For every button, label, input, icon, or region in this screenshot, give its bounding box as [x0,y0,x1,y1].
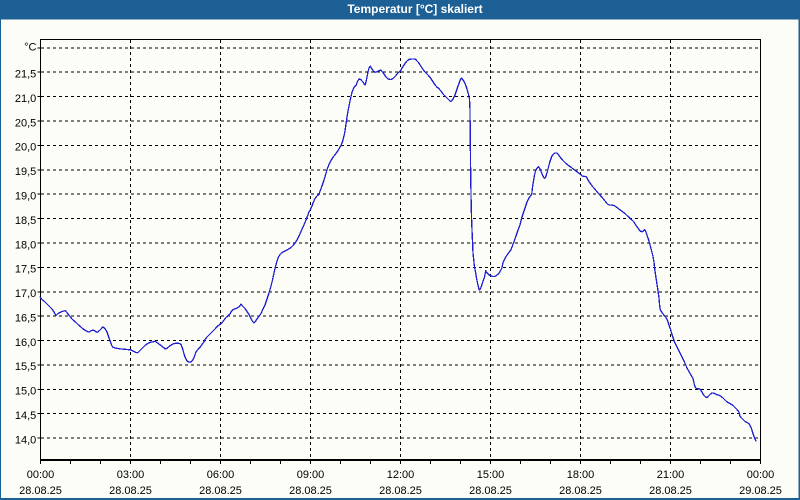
svg-text:20,5: 20,5 [15,117,36,129]
svg-text:29.08.25: 29.08.25 [739,485,782,497]
svg-text:28.08.25: 28.08.25 [469,485,512,497]
svg-text:21,5: 21,5 [15,69,36,81]
svg-text:18,5: 18,5 [15,215,36,227]
svg-text:18,0: 18,0 [15,239,36,251]
svg-text:09:00: 09:00 [297,469,325,481]
svg-text:15,5: 15,5 [15,361,36,373]
svg-text:28.08.25: 28.08.25 [19,485,62,497]
svg-text:19,5: 19,5 [15,166,36,178]
svg-text:18:00: 18:00 [567,469,595,481]
svg-text:17,5: 17,5 [15,264,36,276]
svg-text:16,5: 16,5 [15,312,36,324]
svg-text:15,0: 15,0 [15,386,36,398]
svg-text:28.08.25: 28.08.25 [379,485,422,497]
svg-text:14,5: 14,5 [15,410,36,422]
svg-text:17,0: 17,0 [15,288,36,300]
svg-text:21,0: 21,0 [15,93,36,105]
svg-text:14,0: 14,0 [15,434,36,446]
svg-text:28.08.25: 28.08.25 [649,485,692,497]
svg-text:15:00: 15:00 [477,469,505,481]
svg-text:Temperatur [°C] skaliert: Temperatur [°C] skaliert [347,2,482,16]
svg-text:03:00: 03:00 [117,469,145,481]
svg-text:00:00: 00:00 [27,469,55,481]
svg-text:28.08.25: 28.08.25 [199,485,242,497]
svg-text:21:00: 21:00 [657,469,685,481]
svg-text:°C: °C [24,42,36,54]
svg-text:16,0: 16,0 [15,337,36,349]
svg-text:19,0: 19,0 [15,191,36,203]
svg-text:20,0: 20,0 [15,142,36,154]
svg-text:28.08.25: 28.08.25 [559,485,602,497]
svg-text:28.08.25: 28.08.25 [289,485,332,497]
svg-text:28.08.25: 28.08.25 [109,485,152,497]
svg-text:12:00: 12:00 [387,469,415,481]
svg-text:06:00: 06:00 [207,469,235,481]
svg-text:00:00: 00:00 [747,469,775,481]
